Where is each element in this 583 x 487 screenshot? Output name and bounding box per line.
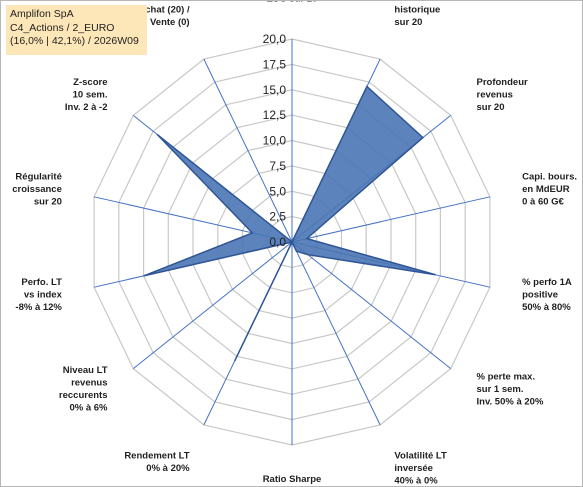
axis-label-line: % perfo 1A (522, 277, 572, 288)
axis-label-line: sur 20 (477, 102, 505, 113)
axis-label: % perfo 1A positive 50% à 80% (522, 277, 572, 313)
axis-label: Profondeurhistorique sur 20 (394, 1, 445, 28)
tick-label: 10,0 (263, 134, 287, 148)
tick-label: 2,5 (269, 210, 286, 224)
axis-label-line: Momentum (139, 1, 190, 3)
axis-label-line: revenus (477, 90, 513, 101)
stats-line: (16,0% | 42,1%) / 2026W09 (10, 35, 139, 47)
axis-label-line: en MdEUR (522, 184, 570, 195)
axis-label: Rendement LT 0% à 20% (124, 451, 190, 475)
axis-label: Capi. bours. en MdEUR 0 à 60 G€ (522, 172, 577, 208)
axis-label-line: revenus (71, 378, 107, 389)
axis-spoke (203, 58, 293, 243)
axis-label-line: 40% à 0% (394, 476, 438, 486)
tick-label: 17,5 (263, 57, 287, 71)
axis-spoke (132, 241, 293, 369)
axis-label-line: 0% à 6% (69, 403, 108, 414)
axis-label-line: Inv. 2 à -2 (65, 102, 108, 113)
axis-label-line: positive (522, 289, 558, 300)
tick-label: 5,0 (269, 184, 286, 198)
axis-label: Régularité croissance sur 20 (12, 172, 62, 208)
axis-spoke (291, 241, 452, 369)
axis-label-line: Capi. bours. (522, 172, 577, 183)
axis-label-line: inversée (394, 463, 433, 474)
axis-label-line: 0% à 20% (146, 463, 190, 474)
axis-spoke (291, 196, 491, 243)
axis-label-line: ESG sur 20 (267, 1, 318, 5)
tick-label: 0,0 (269, 235, 286, 249)
axis-label-line: 0 à 60 G€ (522, 197, 564, 208)
tick-label: 12,5 (263, 108, 287, 122)
axis-label-line: 50% à 80% (522, 302, 571, 313)
axis-label-line: Niveau LT (63, 365, 108, 376)
axis-label-line: Perfo. LT (21, 277, 62, 288)
axis-label-line: Z-score (73, 77, 107, 88)
axis-label: Profondeur revenus sur 20 (477, 77, 528, 113)
axis-label-line: reccurents (59, 390, 108, 401)
axis-label-line: Régularité (15, 172, 61, 183)
axis-label: NoteESG sur 20 (267, 1, 318, 5)
axis-label-line: Rendement LT (124, 451, 189, 462)
axis-label-line: sur 1 sem. (477, 384, 524, 395)
axis-label-line: sur 20 (394, 17, 422, 28)
axis-label-line: historique (394, 4, 440, 15)
axis-label-line: Achat (20) / (138, 4, 190, 15)
axis-label: Perfo. LT vs index -8% à 12% (15, 277, 62, 313)
axis-label-line: Ratio Sharpe (263, 474, 322, 485)
axis-label-line: -8% à 12% (15, 302, 62, 313)
axis-label-line: 10 sem. (73, 90, 108, 101)
axis-labels: NoteESG sur 20Profondeurhistoriquesur 20… (12, 1, 577, 486)
company-name: Amplifon SpA (10, 8, 74, 20)
axis-label-line: Inv. 50% à 20% (477, 396, 544, 407)
axis-label: Volatilité LT inversée 40% à 0% (394, 451, 447, 486)
axis-label-line: Vente (0) (150, 17, 190, 28)
axis-label: MomentumAchat (20) / Vente (0) (138, 1, 190, 28)
axis-label-line: Profondeur (477, 77, 528, 88)
axis-label-line: vs index (24, 289, 63, 300)
axis-label: Z-score 10 sem. Inv. 2 à -2 (65, 77, 108, 113)
axis-label: Ratio Sharpe0 à 1 (263, 474, 322, 486)
title-box: Amplifon SpA C4_Actions / 2_EURO (16,0% … (6, 5, 147, 55)
axis-label: % perte max. sur 1 sem. Inv. 50% à 20% (477, 371, 544, 407)
axis-label-line: Volatilité LT (394, 451, 447, 462)
tick-label: 20,0 (263, 32, 287, 46)
axis-label-line: sur 20 (34, 197, 62, 208)
axis-label-line: croissance (12, 184, 62, 195)
tick-label: 7,5 (269, 159, 286, 173)
tick-label: 15,0 (263, 83, 287, 97)
category-line: C4_Actions / 2_EURO (10, 21, 115, 34)
axis-label-line: % perte max. (477, 371, 536, 382)
axis-label: Niveau LT revenus reccurents 0% à 6% (59, 365, 108, 414)
series-area (143, 85, 436, 362)
series-layer (143, 85, 436, 362)
axis-spoke (291, 241, 381, 426)
axis-label-line: Profondeur (394, 1, 445, 3)
tick-labels: 0,0 2,5 5,0 7,5 10,0 12,5 15,0 17,5 20,0 (263, 32, 287, 249)
